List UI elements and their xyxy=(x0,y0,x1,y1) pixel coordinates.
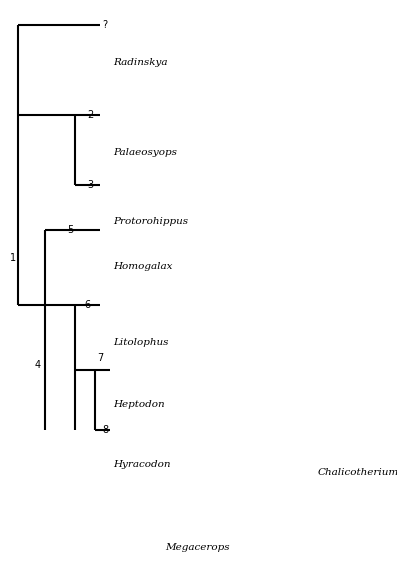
Text: 6: 6 xyxy=(84,300,90,310)
Text: Protorohippus: Protorohippus xyxy=(113,217,188,226)
Text: 4: 4 xyxy=(35,360,41,370)
Text: Heptodon: Heptodon xyxy=(113,400,165,409)
Text: 3: 3 xyxy=(87,180,93,190)
Text: Chalicotherium: Chalicotherium xyxy=(318,468,397,477)
Text: Radinskya: Radinskya xyxy=(113,58,168,67)
Text: ?: ? xyxy=(102,20,107,30)
Text: Palaeosyops: Palaeosyops xyxy=(113,148,177,157)
Text: 8: 8 xyxy=(102,425,108,435)
Text: 5: 5 xyxy=(67,225,73,235)
Text: Hyracodon: Hyracodon xyxy=(113,460,170,469)
Text: Homogalax: Homogalax xyxy=(113,262,173,271)
Text: 2: 2 xyxy=(87,110,93,120)
Text: Megacerops: Megacerops xyxy=(165,543,229,552)
Text: Litolophus: Litolophus xyxy=(113,338,168,347)
Text: 7: 7 xyxy=(97,353,103,363)
Text: 1: 1 xyxy=(10,253,16,263)
